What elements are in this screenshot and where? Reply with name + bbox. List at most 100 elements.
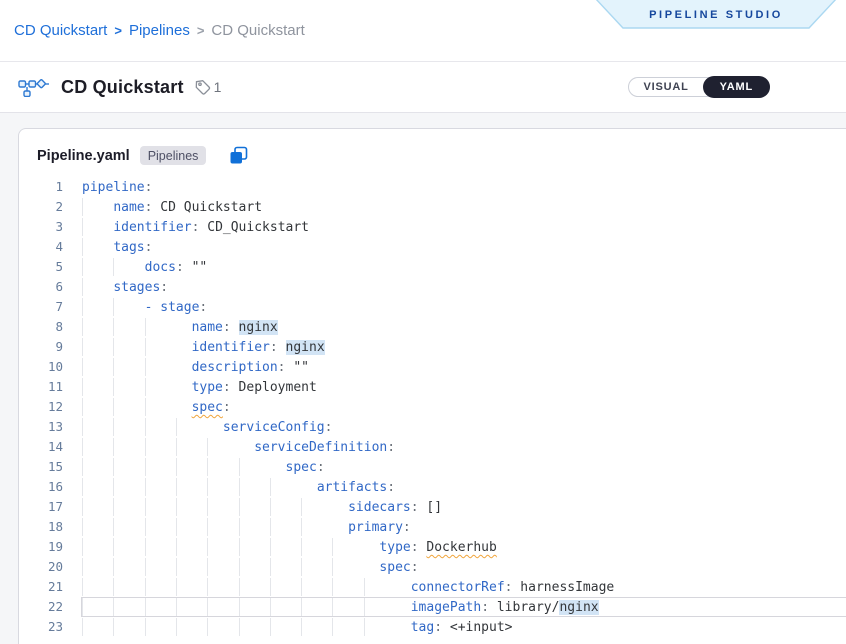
breadcrumb-pipelines[interactable]: Pipelines — [128, 22, 190, 39]
indent-spaces — [82, 200, 113, 215]
line-number: 9 — [55, 339, 63, 354]
visual-yaml-toggle: VISUAL YAML — [627, 76, 770, 98]
line-number: 15 — [47, 459, 63, 474]
yaml-token-punct: : — [222, 380, 231, 395]
indent-guide — [113, 318, 115, 336]
code-line-9[interactable]: 9 identifier: nginx — [19, 337, 846, 357]
indent-guide — [144, 618, 146, 636]
indent-guide — [175, 518, 177, 536]
yaml-token-key: description — [191, 360, 278, 375]
yaml-token-punct: : — [277, 360, 286, 375]
code-line-18[interactable]: 18 primary: — [19, 517, 846, 537]
indent-guide — [82, 258, 83, 276]
indent-guide — [113, 398, 115, 416]
indent-guide — [113, 518, 115, 536]
indent-spaces — [82, 500, 348, 515]
copy-button[interactable] — [228, 145, 249, 166]
yaml-token-key: pipeline — [82, 180, 145, 195]
code-line-3[interactable]: 3 identifier: CD_Quickstart — [19, 217, 846, 237]
indent-guide — [113, 598, 115, 616]
line-number: 6 — [55, 279, 63, 294]
yaml-token-key: type — [191, 380, 223, 395]
indent-guide — [82, 198, 83, 216]
yaml-token-punct: : — [175, 260, 184, 275]
indent-guide — [301, 578, 303, 596]
code-line-10[interactable]: 10 description: "" — [19, 357, 846, 377]
indent-guide — [301, 498, 303, 516]
line-number: 14 — [47, 439, 63, 454]
yaml-token-key: spec — [285, 460, 317, 475]
code-line-12[interactable]: 12 spec: — [19, 397, 846, 417]
yaml-token-punct: : — [410, 500, 419, 515]
yaml-token-key: imagePath — [410, 600, 482, 615]
indent-guide — [144, 458, 146, 476]
yaml-token-val: library/ — [489, 600, 560, 615]
yaml-token-val: CD Quickstart — [152, 200, 263, 215]
indent-guide — [113, 538, 115, 556]
yaml-token-key: connectorRef — [410, 580, 505, 595]
indent-guide — [82, 338, 83, 356]
code-line-1[interactable]: 1 pipeline: — [19, 177, 846, 197]
yaml-editor-card: Pipeline.yaml Pipelines 1 pipeline: 2 name… — [18, 128, 846, 644]
indent-guide — [301, 538, 303, 556]
indent-guide — [113, 478, 115, 496]
code-line-content: identifier: nginx — [82, 337, 846, 357]
code-line-4[interactable]: 4 tags: — [19, 237, 846, 257]
tag-icon — [195, 79, 210, 95]
indent-guide — [269, 498, 271, 516]
code-line-7[interactable]: 7 - stage: — [19, 297, 846, 317]
line-number: 13 — [47, 419, 63, 434]
yaml-token-punct: : — [410, 540, 419, 555]
breadcrumb-project[interactable]: CD Quickstart — [14, 22, 108, 39]
yaml-token-punct: : — [199, 300, 208, 315]
yaml-token-key: artifacts — [316, 480, 388, 495]
indent-guide — [269, 618, 271, 636]
code-line-content: spec: — [82, 557, 846, 577]
line-number: 17 — [47, 499, 63, 514]
code-line-content: artifacts: — [82, 477, 846, 497]
indent-guide — [113, 298, 115, 316]
yaml-token-punct: : — [316, 460, 325, 475]
indent-guide — [238, 618, 240, 636]
yaml-token-key: identifier — [113, 220, 192, 235]
code-line-8[interactable]: 8 name: nginx — [19, 317, 846, 337]
indent-spaces — [82, 540, 379, 555]
code-line-content: tags: — [82, 237, 846, 257]
line-number: 22 — [47, 599, 63, 614]
code-line-13[interactable]: 13 serviceConfig: — [19, 417, 846, 437]
indent-guide — [144, 358, 146, 376]
indent-guide — [269, 558, 271, 576]
code-line-5[interactable]: 5 docs: "" — [19, 257, 846, 277]
indent-guide — [113, 358, 115, 376]
code-line-6[interactable]: 6 stages: — [19, 277, 846, 297]
yaml-token-punct: : — [191, 220, 200, 235]
yaml-token-key: stages — [113, 280, 161, 295]
line-number: 2 — [55, 199, 63, 214]
code-line-2[interactable]: 2 name: CD Quickstart — [19, 197, 846, 217]
code-line-11[interactable]: 11 type: Deployment — [19, 377, 846, 397]
code-line-23[interactable]: 23 tag: <+input> — [19, 617, 846, 637]
tags-indicator[interactable]: 1 — [194, 79, 221, 96]
code-line-22[interactable]: 22 imagePath: library/nginx — [19, 597, 846, 617]
code-line-15[interactable]: 15 spec: — [19, 457, 846, 477]
code-line-17[interactable]: 17 sidecars: [] — [19, 497, 846, 517]
breadcrumb-current: CD Quickstart — [211, 22, 305, 39]
indent-guide — [82, 358, 83, 376]
code-line-16[interactable]: 16 artifacts: — [19, 477, 846, 497]
indent-guide — [269, 518, 271, 536]
code-line-20[interactable]: 20 spec: — [19, 557, 846, 577]
indent-spaces — [82, 240, 113, 255]
code-line-21[interactable]: 21 connectorRef: harnessImage — [19, 577, 846, 597]
indent-guide — [82, 218, 83, 236]
line-number: 7 — [55, 299, 63, 314]
code-line-19[interactable]: 19 type: Dockerhub — [19, 537, 846, 557]
indent-guide — [144, 598, 146, 616]
yaml-token-warnkey: spec — [191, 400, 223, 415]
yaml-toggle-button[interactable]: YAML — [702, 76, 770, 98]
visual-toggle-button[interactable]: VISUAL — [643, 81, 689, 93]
code-line-content: spec: — [82, 457, 846, 477]
yaml-code-editor[interactable]: 1 pipeline: 2 name: CD Quickstart 3 identif… — [19, 175, 846, 637]
indent-guide — [207, 558, 209, 576]
code-line-14[interactable]: 14 serviceDefinition: — [19, 437, 846, 457]
page-content: Pipeline.yaml Pipelines 1 pipeline: 2 name… — [0, 113, 846, 644]
